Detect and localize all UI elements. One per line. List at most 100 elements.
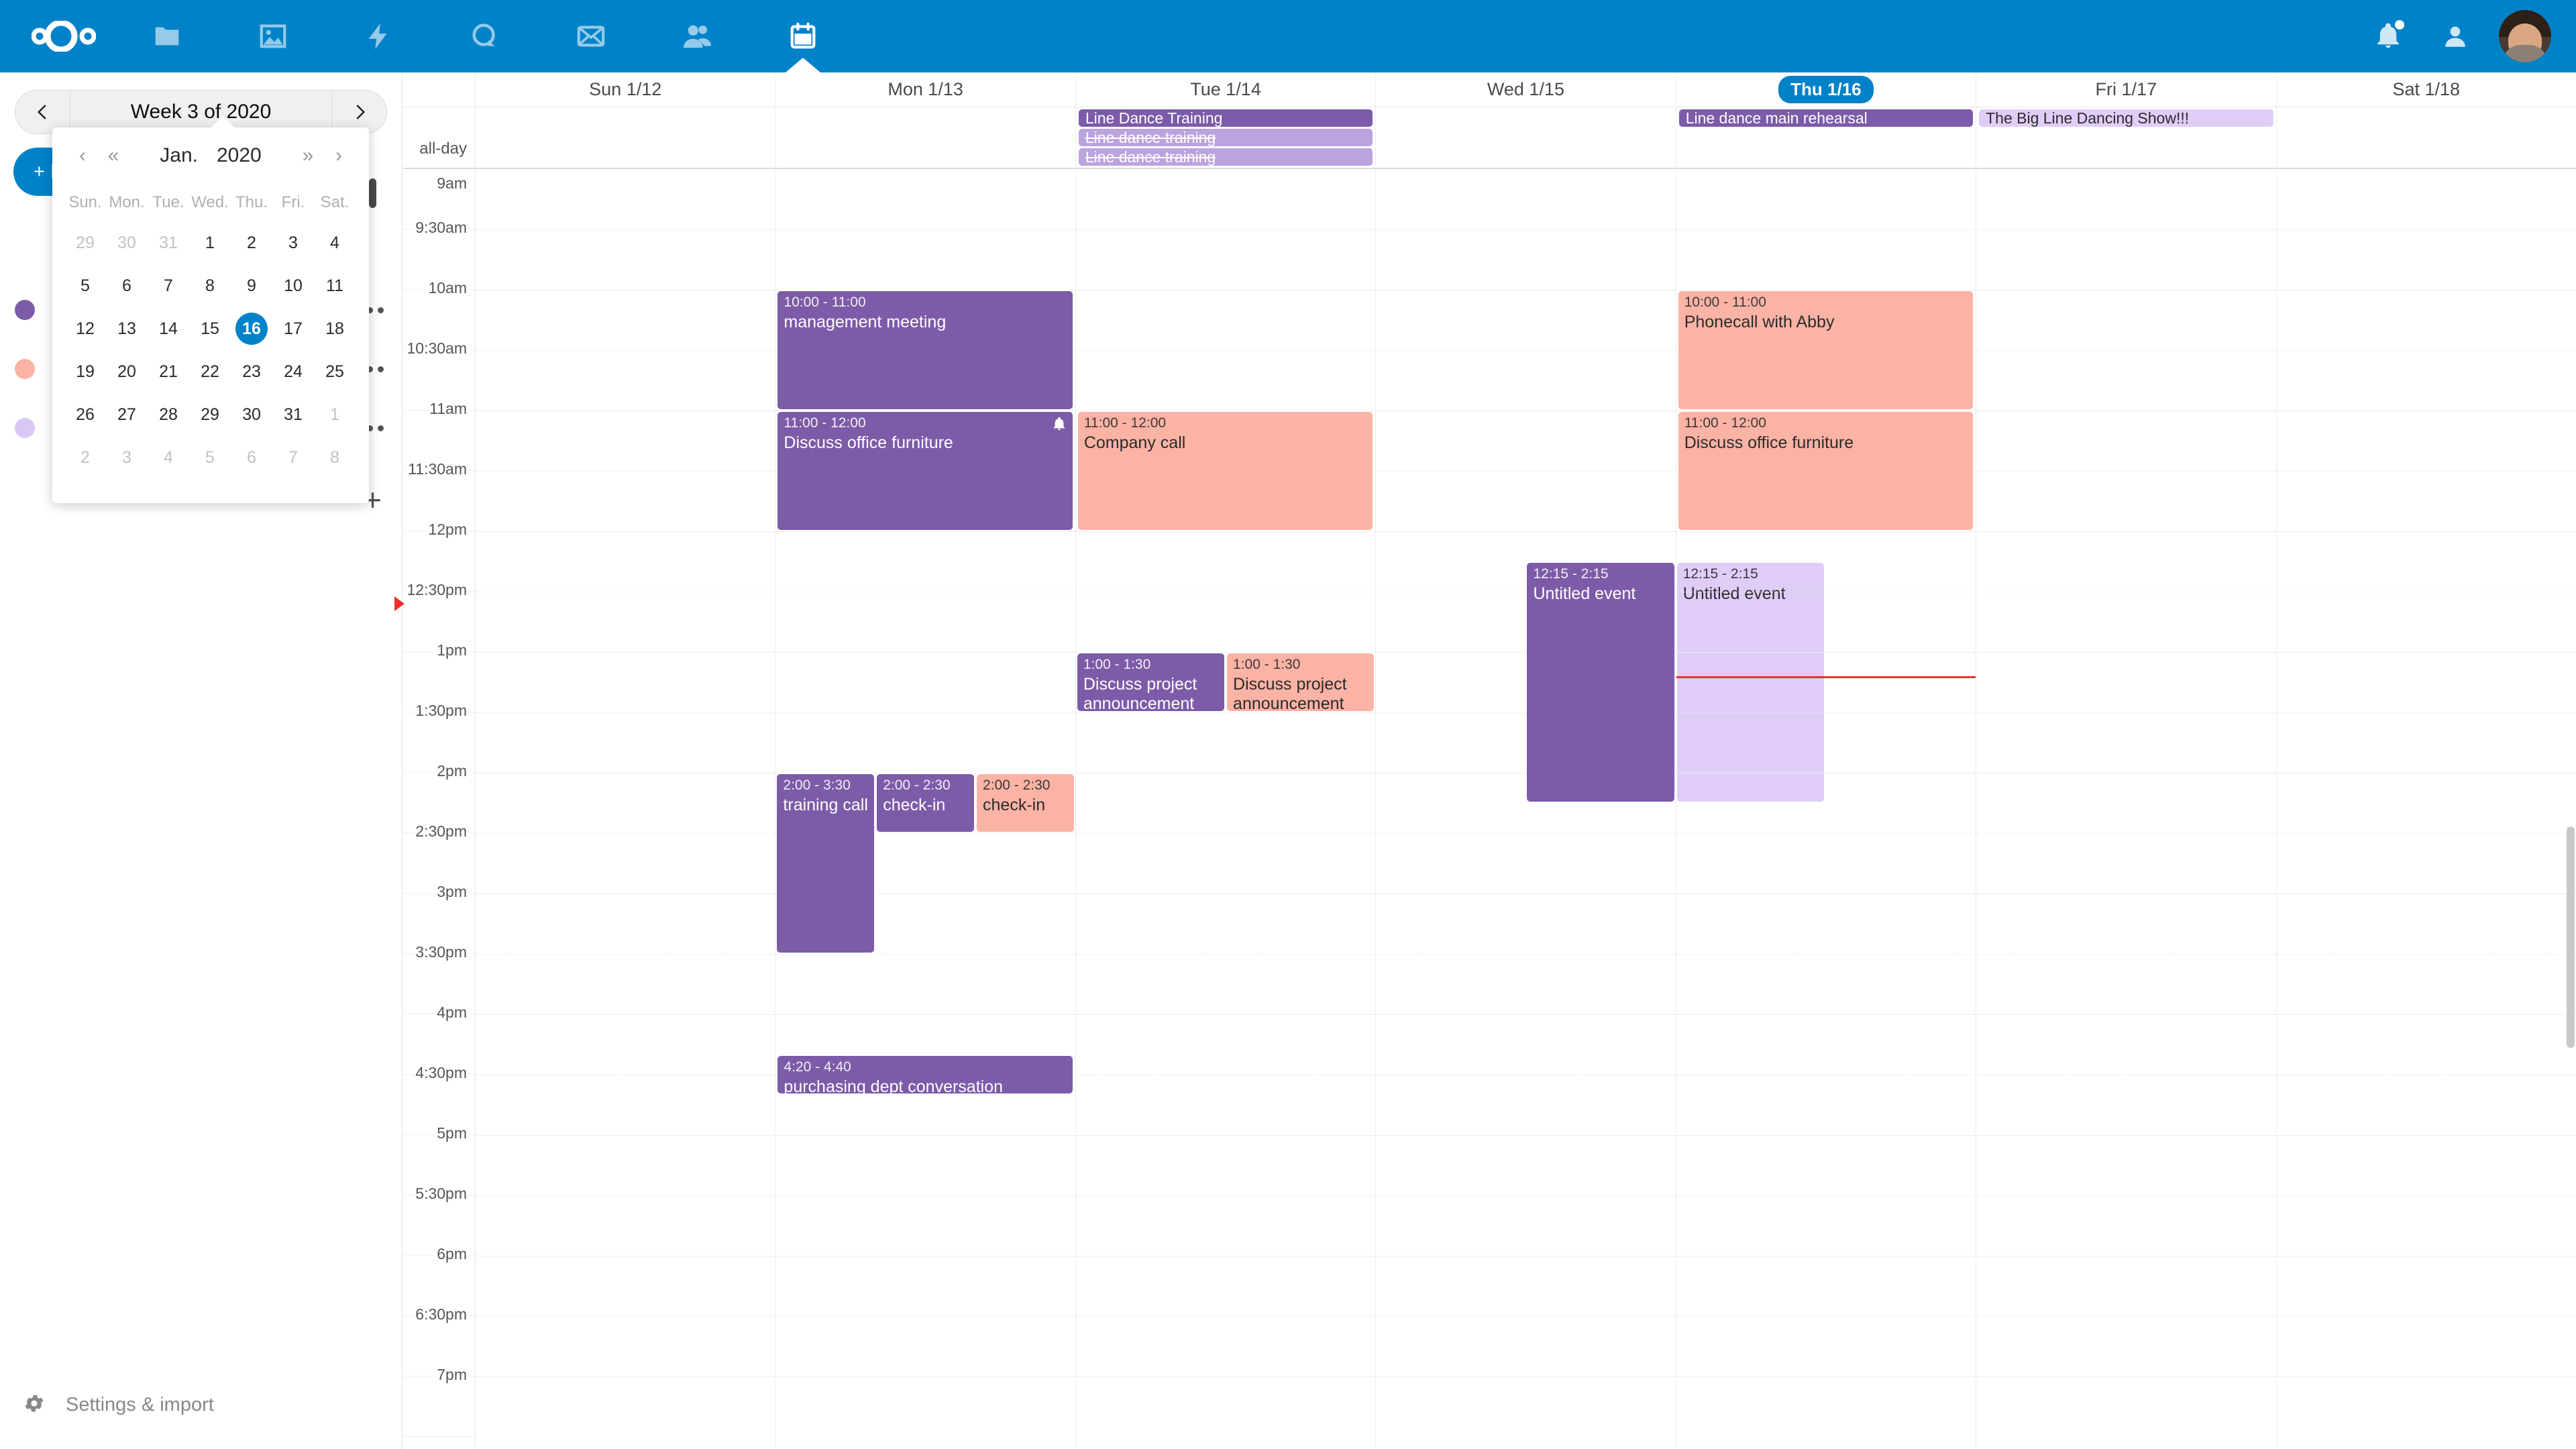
date-picker-day[interactable]: 12 [76,319,95,338]
date-picker-day[interactable]: 3 [288,233,298,252]
date-picker-day[interactable]: 18 [325,319,344,338]
nav-item-talk[interactable] [432,0,538,72]
date-picker-day[interactable]: 28 [159,405,178,424]
date-picker-day[interactable]: 1 [205,233,215,252]
date-picker-day[interactable]: 6 [122,276,131,295]
nextcloud-logo-icon[interactable] [13,0,114,72]
calendar-event[interactable]: 2:00 - 3:30 training call [775,773,876,954]
date-picker-day[interactable]: 8 [205,276,215,295]
calendar-event[interactable]: 1:00 - 1:30 Discuss project announcement [1226,652,1376,712]
date-picker-day[interactable]: 13 [117,319,136,338]
grid-scrollbar[interactable] [2567,826,2575,1048]
time-grid-scroll-area[interactable]: 9am 9:30am 10am 10:30am 11am 11:30am 12pm 12:30… [403,169,2576,1449]
calendar-event[interactable]: 11:00 - 12:00 Discuss office furniture [1676,411,1975,531]
date-picker-prev-month-button[interactable]: ‹ [79,144,86,166]
date-picker-day[interactable]: 9 [247,276,256,295]
date-picker-day[interactable]: 31 [284,405,303,424]
previous-week-button[interactable] [15,91,70,133]
nav-item-photos[interactable] [220,0,326,72]
date-picker-day[interactable]: 24 [284,362,303,381]
calendar-event[interactable]: 11:00 - 12:00 Company call [1076,411,1375,531]
date-picker-day[interactable]: 31 [159,233,178,252]
date-picker-day[interactable]: 23 [242,362,261,381]
settings-and-import-button[interactable]: Settings & import [0,1379,402,1430]
day-header-4[interactable]: Thu 1/16 [1676,72,1977,107]
sidebar-scrollbar[interactable] [369,178,376,208]
date-picker-day[interactable]: 11 [326,276,343,295]
date-picker-day[interactable]: 2 [80,447,90,467]
calendar-actions-menu[interactable] [360,366,402,372]
date-picker-day[interactable]: 8 [330,447,339,467]
all-day-event[interactable]: Line dance training [1078,129,1373,146]
all-day-column-0[interactable] [476,107,776,168]
day-header-5[interactable]: Fri 1/17 [1976,72,2277,107]
next-week-button[interactable] [331,91,386,133]
date-picker-day[interactable]: 19 [76,362,95,381]
date-picker-next-month-button[interactable]: › [335,144,342,166]
nav-item-files[interactable] [114,0,220,72]
day-column-2[interactable]: 11:00 - 12:00 Company call 1:00 - 1:30 Disc… [1075,169,1377,1449]
calendar-actions-menu[interactable] [360,425,402,431]
day-header-6[interactable]: Sat 1/18 [2392,79,2461,99]
calendar-event[interactable]: 2:00 - 2:30 check-in [975,773,1075,833]
notifications-bell-icon[interactable] [2355,0,2422,72]
date-picker-day[interactable]: 3 [122,447,131,467]
contacts-menu-icon[interactable] [2422,0,2489,72]
date-picker-day[interactable]: 14 [159,319,178,338]
day-column-1[interactable]: 10:00 - 11:00 management meeting 11:00 - 1… [775,169,1076,1449]
date-picker-day[interactable]: 17 [284,319,303,338]
date-picker-day[interactable]: 10 [284,276,303,295]
day-column-5[interactable] [1976,169,2277,1449]
avatar[interactable] [2489,0,2561,72]
all-day-column-5[interactable]: The Big Line Dancing Show!!! [1976,107,2277,168]
day-column-6[interactable] [2276,169,2576,1449]
date-picker-day[interactable]: 6 [247,447,256,467]
all-day-event[interactable]: Line dance main rehearsal [1678,109,1974,127]
calendar-event[interactable]: 12:15 - 2:15 Untitled event [1675,561,1825,803]
day-column-4[interactable]: 10:00 - 11:00 Phonecall with Abby 11:00 - … [1676,169,1977,1449]
day-column-3[interactable]: 12:15 - 2:15 Untitled event 12:15 - 2:15 Un… [1376,169,1825,1449]
date-picker-day[interactable]: 7 [164,276,173,295]
date-picker-day[interactable]: 4 [164,447,173,467]
date-picker-day[interactable]: 25 [325,362,344,381]
date-picker-day[interactable]: 29 [201,405,219,424]
calendar-event[interactable]: 10:00 - 11:00 management meeting [776,290,1074,411]
date-picker-day[interactable]: 2 [247,233,256,252]
day-column-0[interactable] [476,169,776,1449]
date-picker-day[interactable]: 27 [117,405,136,424]
calendar-event[interactable]: 12:15 - 2:15 Untitled event [1525,561,1676,803]
calendar-event[interactable]: 1:00 - 1:30 Discuss project announcement [1075,652,1226,712]
date-picker-prev-year-button[interactable]: « [107,144,119,166]
all-day-column-6[interactable] [2277,107,2576,168]
all-day-column-1[interactable] [775,107,1076,168]
date-picker-day[interactable]: 7 [288,447,298,467]
day-header-0[interactable]: Sun 1/12 [476,72,776,107]
date-picker-day[interactable]: 5 [80,276,90,295]
date-picker-month-label[interactable]: Jan. [160,144,198,166]
date-picker-day[interactable]: 30 [117,233,136,252]
date-picker-next-year-button[interactable]: » [302,144,314,166]
current-date-range-label[interactable]: Week 3 of 2020 [130,101,272,123]
date-picker-day[interactable]: 30 [242,405,261,424]
nav-item-activity[interactable] [326,0,432,72]
date-picker-day[interactable]: 1 [330,405,339,424]
date-picker-day-selected[interactable]: 16 [231,307,272,350]
date-picker-day[interactable]: 15 [201,319,219,338]
date-picker-year-label[interactable]: 2020 [216,144,262,166]
calendar-event[interactable]: 11:00 - 12:00 Discuss office furniture [776,411,1074,531]
date-picker-day[interactable]: 5 [205,447,215,467]
all-day-event[interactable]: Line Dance Training [1078,109,1373,127]
date-picker-day[interactable]: 20 [117,362,136,381]
nav-item-calendar[interactable] [750,0,856,72]
calendar-event[interactable]: 2:00 - 2:30 check-in [875,773,976,833]
calendar-event[interactable]: 4:20 - 4:40 purchasing dept conversation [776,1054,1074,1095]
all-day-column-3[interactable] [1376,107,1676,168]
date-picker-day[interactable]: 21 [159,362,178,381]
date-picker-day[interactable]: 26 [76,405,95,424]
calendar-actions-menu[interactable] [360,307,402,313]
all-day-column-2[interactable]: Line Dance Training Line dance training Li… [1076,107,1377,168]
date-picker-day[interactable]: 22 [201,362,219,381]
date-picker-day[interactable]: 29 [76,233,95,252]
nav-item-contacts[interactable] [644,0,750,72]
all-day-event[interactable]: The Big Line Dancing Show!!! [1979,109,2273,127]
